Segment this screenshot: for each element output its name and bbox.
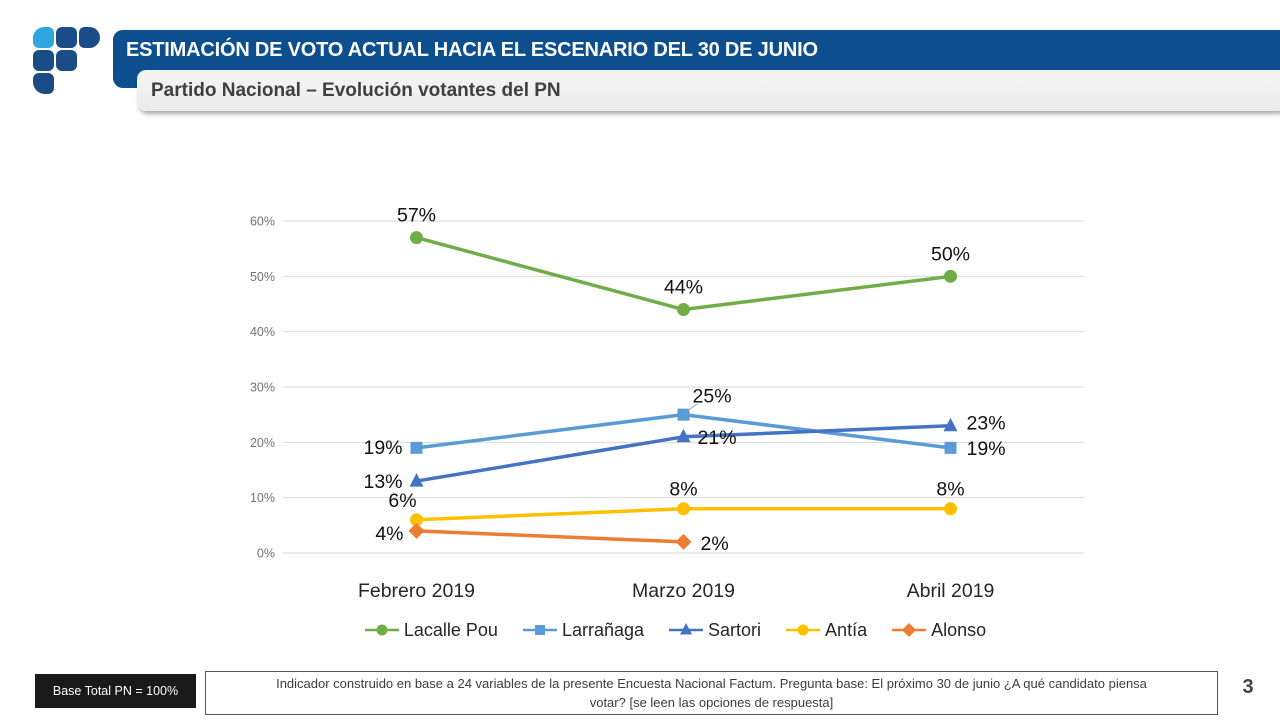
- data-label: 44%: [664, 277, 703, 299]
- page-title: ESTIMACIÓN DE VOTO ACTUAL HACIA EL ESCEN…: [113, 30, 1280, 70]
- legend-label: Larrañaga: [561, 619, 645, 640]
- series-Larrañaga: [410, 408, 957, 454]
- circle-marker-icon: [797, 624, 809, 636]
- footnote-line-1: Indicador construido en base a 24 variab…: [276, 676, 1147, 691]
- data-label: 8%: [669, 479, 697, 501]
- circle-marker-icon: [410, 513, 423, 527]
- triangle-marker-icon: [676, 428, 691, 443]
- factum-logo-icon: [33, 27, 103, 97]
- footnote-line-2: votar? [se leen las opciones de respuest…: [589, 695, 834, 710]
- data-label: 19%: [363, 437, 402, 459]
- legend-item-antía: Antía: [785, 620, 867, 641]
- data-label: 50%: [931, 243, 970, 265]
- data-label: 19%: [967, 438, 1006, 460]
- legend-item-sartori: Sartori: [668, 620, 761, 641]
- series-Antía: [410, 502, 957, 527]
- series-line: [414, 235, 953, 312]
- y-tick-label: 60%: [250, 215, 275, 229]
- x-category-label: Abril 2019: [907, 580, 995, 602]
- legend-swatch-icon: [364, 624, 399, 636]
- data-label: 13%: [363, 471, 402, 493]
- x-category-label: Febrero 2019: [358, 580, 475, 602]
- square-marker-icon: [534, 625, 545, 635]
- y-tick-label: 10%: [250, 491, 275, 505]
- legend-label: Sartori: [708, 619, 762, 640]
- circle-marker-icon: [677, 502, 690, 516]
- square-marker-icon: [410, 441, 423, 454]
- page-subtitle: Partido Nacional – Evolución votantes de…: [137, 70, 1280, 111]
- legend-swatch-icon: [522, 625, 557, 635]
- square-marker-icon: [677, 408, 690, 421]
- x-category-label: Marzo 2019: [632, 580, 735, 602]
- chart-canvas: 0% 10% 20% 30% 40% 50% 60% Febrero 2019 Marzo 20…: [250, 205, 1084, 602]
- chart-legend: Lacalle Pou Larrañaga Sartori Antía Alonso: [230, 614, 1120, 646]
- circle-marker-icon: [376, 624, 388, 636]
- legend-label: Antía: [825, 619, 868, 640]
- logo-square: [56, 27, 77, 48]
- logo-square: [56, 50, 77, 71]
- triangle-marker-icon: [409, 473, 424, 487]
- series-Alonso: [408, 522, 692, 550]
- legend-swatch-icon: [669, 623, 704, 635]
- square-marker-icon: [944, 441, 957, 454]
- y-tick-label: 0%: [257, 547, 275, 561]
- logo-square: [33, 50, 54, 71]
- legend-item-larrañaga: Larrañaga: [522, 620, 644, 641]
- legend-item-lacalle-pou: Lacalle Pou: [364, 620, 498, 641]
- triangle-marker-icon: [680, 623, 693, 635]
- data-label: 2%: [701, 533, 729, 555]
- legend-swatch-icon: [892, 623, 927, 637]
- series-Sartori: [409, 417, 958, 487]
- circle-marker-icon: [944, 269, 957, 283]
- data-label: 57%: [397, 205, 436, 227]
- label-leader-line: [687, 403, 698, 412]
- page-number: 3: [1242, 676, 1254, 698]
- triangle-marker-icon: [943, 417, 958, 432]
- circle-marker-icon: [410, 231, 423, 245]
- diamond-marker-icon: [675, 533, 692, 550]
- logo-square: [33, 27, 54, 48]
- diamond-marker-icon: [408, 522, 425, 539]
- y-tick-label: 50%: [250, 270, 275, 284]
- series-Lacalle Pou: [410, 231, 957, 317]
- data-label: 21%: [698, 427, 737, 449]
- data-label: 6%: [388, 490, 416, 512]
- footnote-box: Indicador construido en base a 24 variab…: [205, 671, 1218, 715]
- legend-item-alonso: Alonso: [891, 620, 986, 641]
- data-label: 4%: [375, 523, 403, 545]
- base-badge: Base Total PN = 100%: [35, 674, 196, 708]
- data-label: 23%: [967, 413, 1006, 435]
- data-label: 8%: [936, 479, 964, 501]
- logo-square: [79, 27, 100, 48]
- circle-marker-icon: [944, 502, 957, 516]
- circle-marker-icon: [677, 303, 690, 317]
- y-tick-label: 40%: [250, 325, 275, 339]
- y-tick-label: 30%: [250, 381, 275, 395]
- legend-label: Alonso: [931, 619, 987, 640]
- series-line: [414, 529, 686, 544]
- legend-swatch-icon: [786, 624, 821, 636]
- diamond-marker-icon: [902, 623, 917, 637]
- legend-label: Lacalle Pou: [403, 619, 498, 640]
- data-label: 25%: [693, 386, 732, 408]
- y-tick-label: 20%: [250, 436, 275, 450]
- logo-square: [33, 73, 54, 94]
